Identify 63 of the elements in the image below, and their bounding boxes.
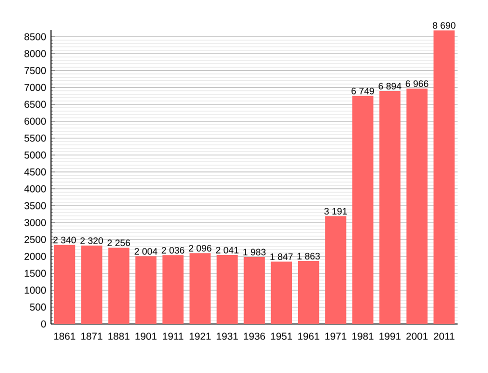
data-label: 1 847 (270, 253, 293, 260)
bar (352, 96, 374, 324)
data-label: 2 320 (80, 237, 103, 244)
data-label: 1 983 (243, 248, 266, 256)
y-tick-label: 5000 (24, 151, 46, 159)
x-tick-label: 1931 (216, 332, 238, 340)
bar (406, 88, 428, 324)
data-label: 2 004 (134, 248, 158, 255)
x-tick-label: 1911 (163, 332, 184, 340)
y-tick-label: 7000 (24, 84, 46, 91)
bar (325, 216, 346, 324)
data-label: 6 894 (378, 82, 402, 90)
bar (298, 261, 320, 324)
y-tick-label: 0 (41, 320, 46, 328)
x-tick-label: 2011 (434, 332, 454, 340)
y-tick-label: 4500 (24, 168, 46, 176)
x-tick-label: 1981 (352, 332, 374, 340)
bar (379, 91, 400, 324)
data-label: 1 863 (298, 252, 320, 260)
y-tick-label: 3500 (24, 202, 46, 210)
y-tick-label: 7500 (24, 67, 46, 74)
bar (244, 256, 265, 324)
data-label: 3 191 (324, 208, 347, 215)
y-tick-label: 2000 (24, 252, 46, 260)
x-tick-label: 1921 (190, 332, 211, 340)
data-label: 2 256 (108, 240, 130, 246)
bar (434, 30, 455, 324)
y-tick-label: 4000 (24, 185, 46, 192)
y-tick-label: 2500 (24, 236, 46, 244)
bar (216, 255, 238, 324)
bar (135, 256, 156, 324)
x-tick-label: 1971 (325, 332, 346, 340)
bar (190, 253, 211, 324)
data-label: 2 340 (53, 236, 76, 244)
data-label: 2 041 (216, 246, 238, 254)
x-tick-label: 1936 (244, 332, 266, 340)
data-label: 6 749 (352, 88, 374, 94)
data-label: 2 096 (188, 244, 212, 252)
y-tick-label: 6500 (24, 100, 46, 108)
y-tick-label: 5500 (24, 134, 46, 142)
x-tick-label: 2001 (406, 332, 428, 340)
y-tick-label: 1000 (24, 286, 46, 294)
y-tick-label: 8000 (24, 50, 46, 58)
x-tick-label: 1861 (54, 332, 76, 340)
x-tick-label: 1901 (136, 332, 157, 340)
data-label: 2 036 (162, 246, 184, 254)
x-tick-label: 1991 (380, 332, 401, 340)
y-tick-label: 1500 (24, 270, 46, 277)
bar (108, 248, 130, 324)
bar (162, 255, 184, 324)
y-tick-label: 3000 (24, 219, 46, 226)
x-tick-label: 1871 (81, 332, 102, 340)
y-tick-label: 8500 (24, 33, 46, 40)
data-label: 6 966 (406, 80, 428, 87)
x-tick-label: 1881 (108, 332, 130, 340)
bar (81, 246, 102, 324)
y-tick-label: 500 (30, 304, 46, 311)
y-tick-label: 6000 (24, 118, 46, 125)
x-tick-label: 1951 (271, 332, 292, 340)
data-label: 8 690 (432, 22, 456, 29)
bar (270, 262, 292, 324)
x-tick-label: 1961 (298, 332, 320, 340)
bar (54, 244, 76, 324)
